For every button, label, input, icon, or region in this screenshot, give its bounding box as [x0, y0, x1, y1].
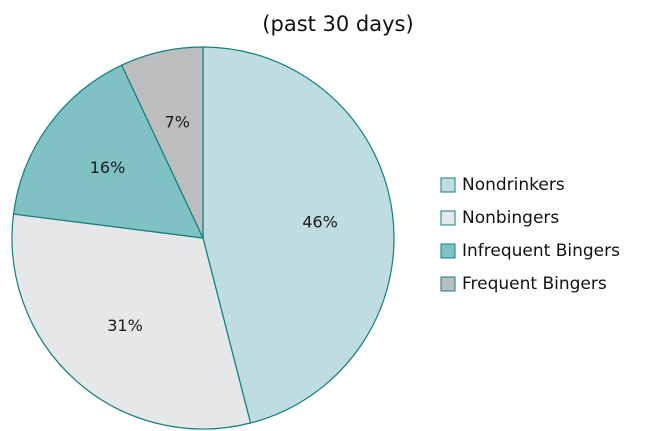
legend-label: Infrequent Bingers — [462, 241, 620, 261]
legend-label: Nondrinkers — [462, 175, 565, 195]
legend: Nondrinkers Nonbingers Infrequent Bingers F… — [440, 175, 620, 294]
pie-slice-nonbingers — [11, 213, 252, 430]
slice-label-nondrinkers: 46% — [302, 213, 338, 232]
pie-slice-frequent-bingers — [121, 46, 204, 239]
legend-swatch — [440, 210, 456, 226]
legend-label: Nonbingers — [462, 208, 559, 228]
legend-item-infrequent-bingers: Infrequent Bingers — [440, 241, 620, 261]
slice-label-nonbingers: 31% — [107, 316, 143, 335]
pie-slices — [11, 46, 395, 430]
pie-slice-infrequent-bingers — [12, 64, 204, 239]
legend-swatch — [440, 177, 456, 193]
pie-slice-nondrinkers — [202, 46, 395, 424]
slice-label-frequent-bingers: 7% — [165, 112, 190, 131]
pie-value-labels: 46% 31% 16% 7% — [90, 112, 338, 335]
legend-item-nondrinkers: Nondrinkers — [440, 175, 565, 195]
slice-label-infrequent-bingers: 16% — [90, 158, 126, 177]
legend-item-frequent-bingers: Frequent Bingers — [440, 274, 607, 294]
legend-swatch — [440, 243, 456, 259]
chart-title: (past 30 days) — [262, 12, 413, 36]
legend-swatch — [440, 276, 456, 292]
legend-label: Frequent Bingers — [462, 274, 607, 294]
legend-item-nonbingers: Nonbingers — [440, 208, 559, 228]
